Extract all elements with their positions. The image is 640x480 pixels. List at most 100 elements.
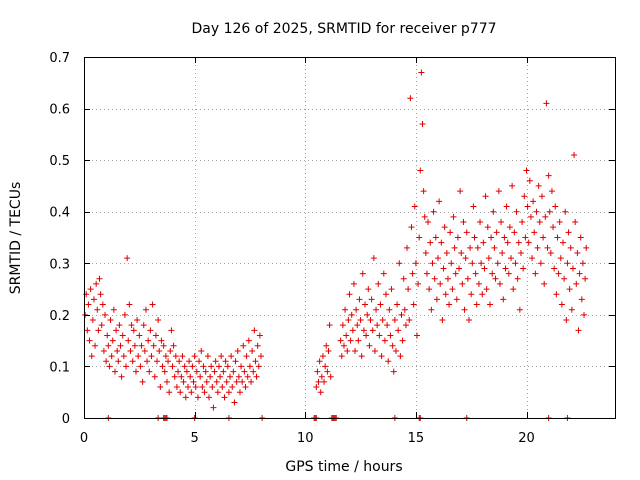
data-point — [423, 270, 430, 277]
data-point — [440, 265, 447, 272]
data-point — [225, 389, 232, 396]
y-tick-label: 0.2 — [49, 309, 70, 324]
data-point — [168, 327, 175, 334]
data-point — [163, 378, 170, 385]
data-point — [82, 311, 89, 318]
data-point — [517, 249, 524, 256]
data-point — [102, 311, 109, 318]
data-point — [224, 363, 231, 370]
data-point — [377, 301, 384, 308]
data-point — [85, 301, 92, 308]
data-point — [204, 353, 211, 360]
data-point — [348, 311, 355, 318]
data-point — [557, 255, 564, 262]
data-point — [475, 280, 482, 287]
data-point — [564, 260, 571, 267]
data-point — [486, 301, 493, 308]
data-point — [214, 389, 221, 396]
data-point — [566, 286, 573, 293]
y-tick-label: 0.3 — [49, 257, 70, 272]
data-point — [86, 337, 93, 344]
data-point — [552, 203, 559, 210]
y-tick-label: 0 — [62, 412, 70, 427]
data-point — [239, 378, 246, 385]
data-point — [213, 378, 220, 385]
data-point — [150, 342, 157, 349]
data-point — [462, 255, 469, 262]
data-point — [184, 384, 191, 391]
data-point — [581, 311, 588, 318]
data-point — [381, 337, 388, 344]
data-point — [199, 384, 206, 391]
data-point — [379, 317, 386, 324]
data-point — [572, 219, 579, 226]
data-point — [401, 306, 408, 313]
data-point — [386, 306, 393, 313]
data-point — [325, 347, 332, 354]
data-point — [568, 306, 575, 313]
data-point — [147, 327, 154, 334]
data-point — [369, 327, 376, 334]
data-point — [172, 353, 179, 360]
data-point — [203, 378, 210, 385]
x-tick-label: 5 — [190, 431, 198, 446]
data-point — [222, 358, 229, 365]
data-point — [498, 219, 505, 226]
data-point — [95, 327, 102, 334]
data-point — [493, 229, 500, 236]
data-point — [408, 224, 415, 231]
data-point — [88, 353, 95, 360]
data-point — [144, 358, 151, 365]
data-point — [129, 358, 136, 365]
data-point — [452, 270, 459, 277]
data-point — [191, 353, 198, 360]
data-point — [409, 270, 416, 277]
data-point — [162, 353, 169, 360]
data-point — [562, 208, 569, 215]
data-point — [324, 368, 331, 375]
data-point — [533, 208, 540, 215]
data-point — [323, 342, 330, 349]
plot-frame — [84, 57, 616, 419]
data-point — [208, 363, 215, 370]
data-point — [193, 368, 200, 375]
data-point — [234, 347, 241, 354]
data-point — [166, 389, 173, 396]
data-point — [141, 347, 148, 354]
data-point — [576, 270, 583, 277]
data-point — [380, 270, 387, 277]
data-point — [251, 327, 258, 334]
data-point — [442, 291, 449, 298]
data-point — [314, 368, 321, 375]
data-point — [546, 208, 553, 215]
data-point — [481, 265, 488, 272]
data-point — [321, 378, 328, 385]
data-point — [425, 219, 432, 226]
data-point — [534, 244, 541, 251]
data-point — [383, 291, 390, 298]
data-point — [461, 306, 468, 313]
data-point — [139, 378, 146, 385]
data-point — [94, 306, 101, 313]
x-tick-label: 20 — [518, 431, 535, 446]
data-point — [231, 399, 238, 406]
data-point — [121, 311, 128, 318]
data-point — [397, 353, 404, 360]
data-point — [453, 296, 460, 303]
data-point — [500, 296, 507, 303]
data-point — [370, 255, 377, 262]
data-point — [357, 317, 364, 324]
data-point — [127, 347, 134, 354]
data-point — [90, 296, 97, 303]
data-point — [410, 301, 417, 308]
data-point — [210, 404, 217, 411]
data-point — [365, 286, 372, 293]
data-point — [317, 389, 324, 396]
data-point — [242, 384, 249, 391]
data-point — [220, 368, 227, 375]
data-point — [510, 286, 517, 293]
data-point — [248, 378, 255, 385]
data-point — [420, 188, 427, 195]
data-point — [353, 306, 360, 313]
data-point — [229, 384, 236, 391]
